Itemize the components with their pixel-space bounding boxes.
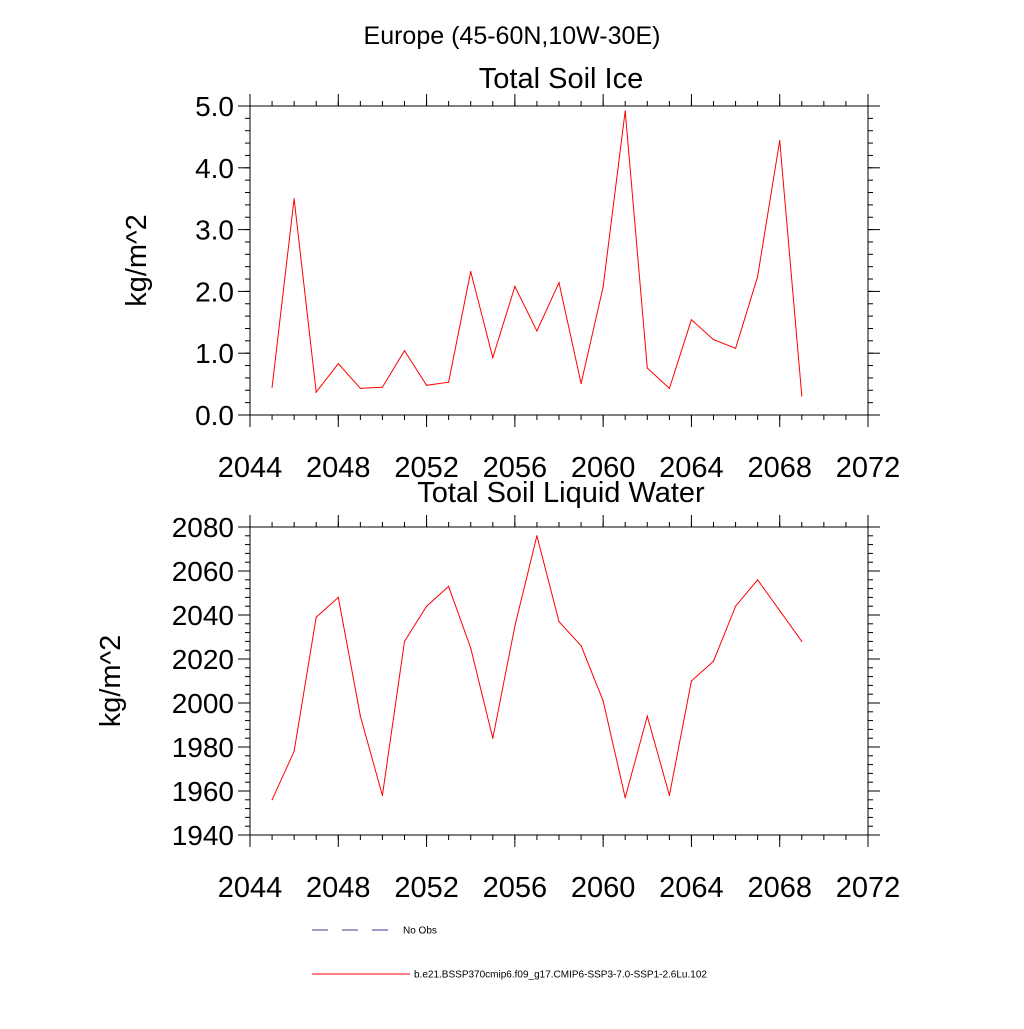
data-point — [492, 737, 494, 739]
chart-title: Total Soil Ice — [479, 63, 643, 95]
data-point — [359, 387, 361, 390]
y-tick-label: 2000 — [172, 688, 234, 719]
panel-total-soil-liquid-water: Total Soil Liquid Water 1940 1960 1980 2000 2… — [95, 477, 900, 904]
data-point — [602, 700, 604, 702]
plot-frame — [249, 526, 869, 836]
x-tick-label: 2044 — [218, 872, 283, 904]
data-point — [558, 621, 560, 623]
x-tick-label: 2048 — [306, 452, 371, 484]
data-point — [337, 596, 339, 599]
y-tick-label: 3.0 — [195, 215, 234, 246]
y-tick-label: 1960 — [172, 776, 234, 807]
data-point — [646, 715, 648, 717]
data-point — [624, 110, 626, 112]
data-point — [558, 282, 560, 284]
x-tick-label: 2060 — [571, 872, 636, 904]
x-tick-label: 2072 — [836, 452, 901, 484]
data-point — [403, 640, 406, 643]
data-point — [580, 645, 582, 647]
y-tick-label: 5.0 — [195, 91, 234, 122]
data-point — [646, 367, 648, 369]
data-point — [536, 330, 538, 332]
x-tick-label: 2052 — [394, 872, 459, 904]
legend: No Obs b.e21.BSSP370cmip6.f09_g17.CMIP6-… — [312, 926, 707, 981]
data-point — [757, 275, 759, 278]
data-point — [293, 750, 295, 753]
data-point — [470, 647, 472, 649]
data-point — [602, 286, 604, 288]
y-tick-label: 2080 — [172, 512, 234, 543]
data-point — [448, 585, 450, 588]
data-point — [668, 387, 670, 390]
data-point — [801, 395, 803, 397]
y-tick-label: 2.0 — [195, 276, 234, 307]
y-tick-label: 0.0 — [195, 400, 234, 431]
data-point — [668, 794, 670, 797]
page-title: Europe (45-60N,10W-30E) — [364, 22, 661, 50]
x-tick-label: 2064 — [659, 452, 724, 484]
y-tick-label: 1940 — [172, 820, 234, 851]
data-point — [779, 610, 781, 612]
legend-label-model: b.e21.BSSP370cmip6.f09_g17.CMIP6-SSP3-7.… — [414, 970, 707, 981]
data-point — [381, 794, 384, 797]
data-point — [492, 356, 494, 359]
data-point — [293, 198, 295, 200]
data-point — [757, 579, 759, 581]
series-line — [271, 110, 803, 396]
x-tick-label: 2056 — [483, 452, 548, 484]
data-point — [271, 386, 273, 388]
data-point — [514, 285, 516, 288]
legend-label-no-obs: No Obs — [403, 926, 437, 937]
y-tick-label: 2040 — [172, 600, 234, 631]
x-tick-label: 2068 — [747, 452, 812, 484]
data-point — [337, 363, 339, 365]
y-axis-label: kg/m^2 — [95, 635, 127, 728]
chart-title: Total Soil Liquid Water — [417, 477, 705, 509]
data-point — [712, 660, 715, 662]
data-point — [448, 381, 450, 383]
y-tick-label: 2060 — [172, 556, 234, 587]
x-tick-label: 2052 — [394, 452, 459, 484]
data-point — [580, 382, 582, 385]
data-point — [514, 625, 516, 627]
data-point — [734, 605, 737, 607]
data-point — [624, 797, 626, 799]
data-point — [359, 715, 361, 717]
x-tick-label: 2056 — [483, 872, 548, 904]
data-point — [271, 799, 273, 801]
panel-total-soil-ice: Total Soil Ice 0.0 1.0 2.0 3.0 4.0 5.0 2044 2048… — [121, 63, 900, 484]
data-point — [425, 605, 428, 607]
data-point — [801, 640, 803, 643]
data-point — [712, 339, 715, 341]
x-tick-label: 2064 — [659, 872, 724, 904]
data-point — [690, 680, 693, 682]
x-tick-label: 2048 — [306, 872, 371, 904]
x-tick-label: 2044 — [218, 452, 283, 484]
data-point — [381, 386, 384, 388]
y-tick-label: 4.0 — [195, 153, 234, 184]
y-tick-label: 1.0 — [195, 338, 234, 369]
data-point — [425, 384, 428, 386]
y-tick-label: 1980 — [172, 732, 234, 763]
data-point — [734, 347, 737, 349]
data-point — [779, 140, 781, 142]
data-point — [315, 616, 317, 618]
series-line — [271, 535, 803, 801]
x-tick-label: 2072 — [836, 872, 901, 904]
x-tick-label: 2060 — [571, 452, 636, 484]
y-axis-label: kg/m^2 — [121, 214, 153, 307]
data-point — [315, 391, 317, 393]
data-point — [690, 319, 693, 321]
data-point — [403, 350, 406, 352]
data-point — [470, 271, 472, 273]
data-point — [536, 535, 538, 537]
x-tick-label: 2068 — [747, 872, 812, 904]
y-tick-label: 2020 — [172, 644, 234, 675]
